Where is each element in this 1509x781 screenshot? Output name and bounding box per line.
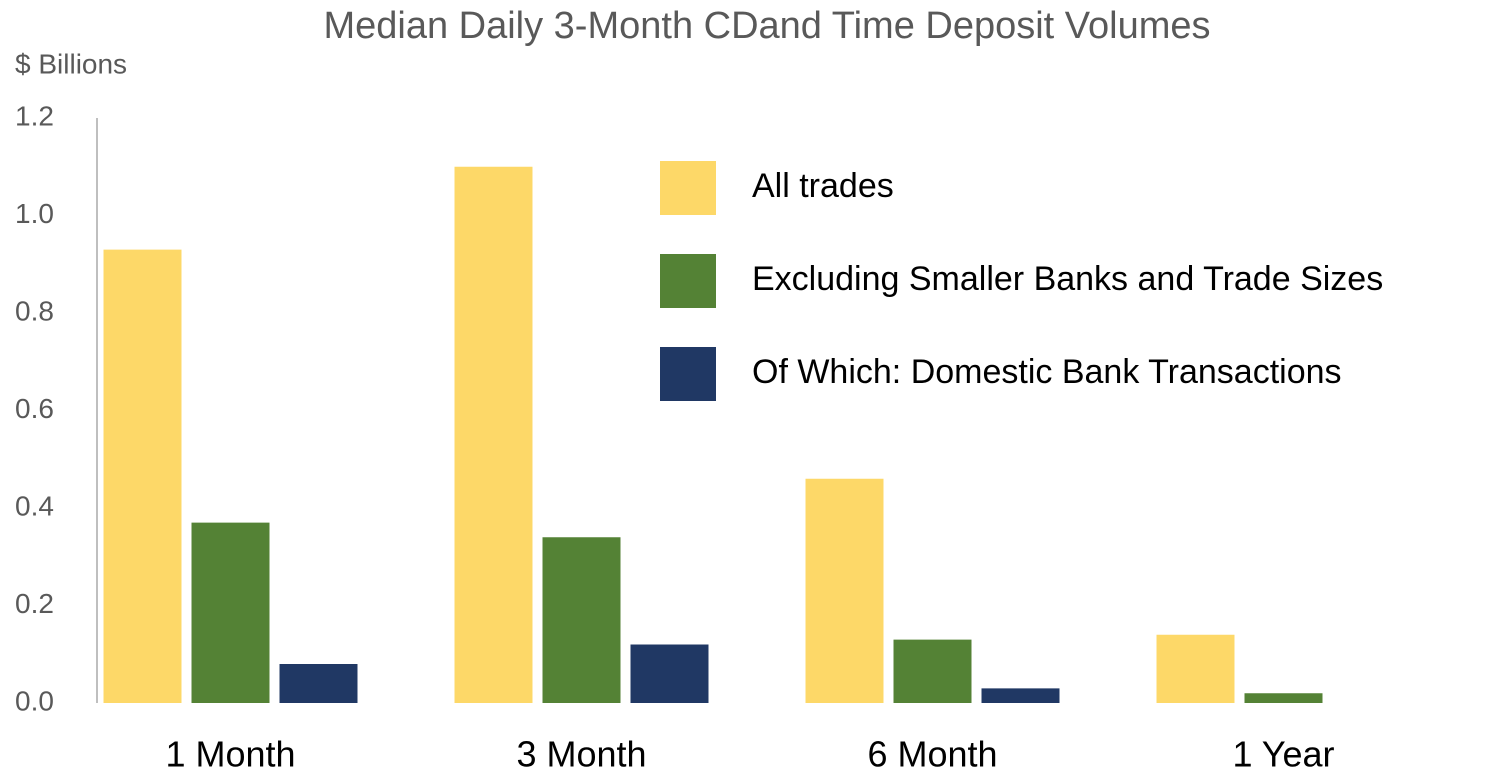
x-tick-label: 1 Month [165, 734, 295, 775]
bar [630, 644, 709, 703]
x-tick-label: 1 Year [1232, 734, 1334, 775]
bar [542, 537, 621, 703]
y-tick-label: 1.2 [15, 100, 54, 131]
legend-swatch [660, 347, 716, 401]
bar [1244, 693, 1323, 703]
legend-swatch [660, 254, 716, 308]
y-tick-label: 0.2 [15, 588, 54, 619]
legend-label: Of Which: Domestic Bank Transactions [752, 353, 1342, 391]
bar [454, 166, 533, 703]
x-tick-label: 3 Month [516, 734, 646, 775]
y-axis-label: $ Billions [15, 48, 127, 79]
y-tick-label: 0.6 [15, 393, 54, 424]
bar [1156, 634, 1235, 703]
bar [191, 522, 270, 703]
bar [279, 664, 358, 703]
x-tick-label: 6 Month [867, 734, 997, 775]
bar [981, 688, 1060, 703]
bar [103, 249, 182, 703]
y-tick-label: 0.0 [15, 685, 54, 716]
bar [805, 478, 884, 703]
legend-label: Excluding Smaller Banks and Trade Sizes [752, 260, 1383, 298]
y-tick-label: 1.0 [15, 198, 54, 229]
legend-swatch [660, 161, 716, 215]
y-tick-label: 0.4 [15, 490, 54, 521]
legend-label: All trades [752, 167, 894, 205]
y-tick-label: 0.8 [15, 295, 54, 326]
bar [893, 639, 972, 703]
chart-title: Median Daily 3-Month CDand Time Deposit … [323, 5, 1210, 47]
